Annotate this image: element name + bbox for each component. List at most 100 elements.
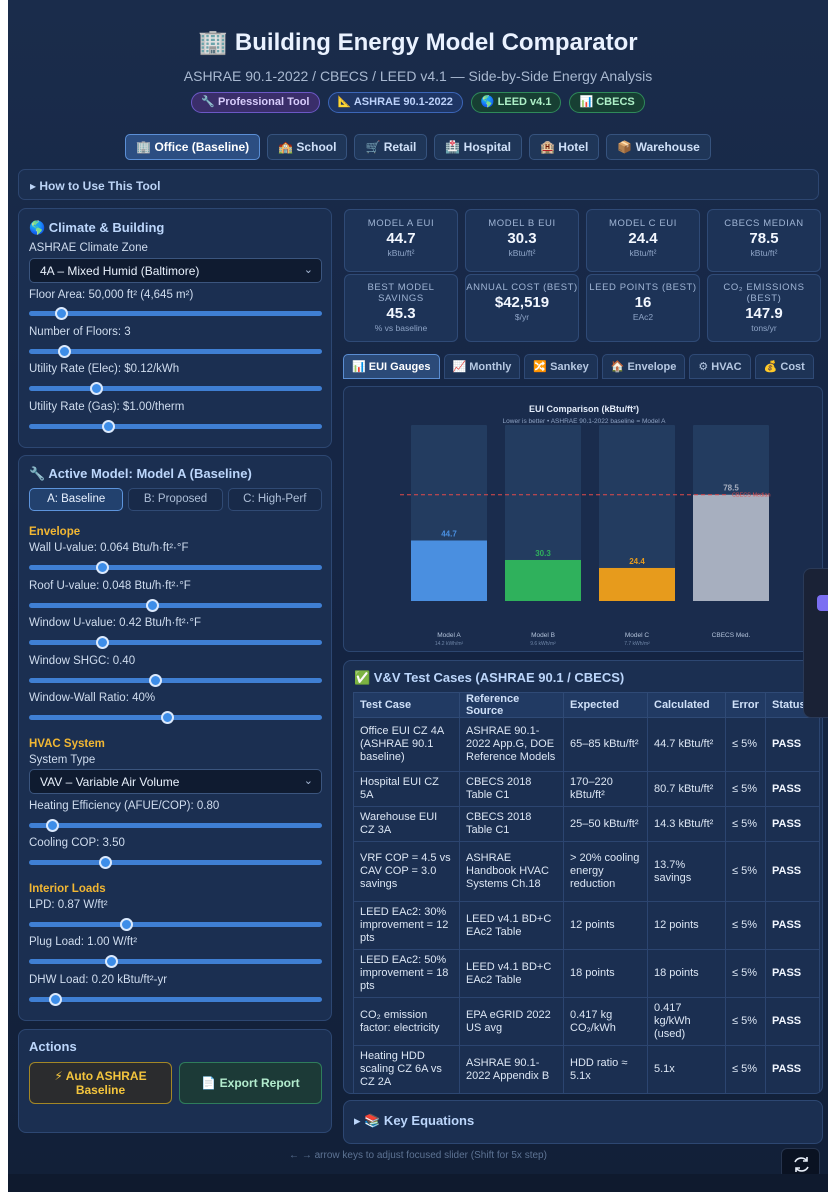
rate-elec-slider[interactable]	[29, 382, 322, 395]
how-to-use-toggle[interactable]: ▸ How to Use This Tool	[18, 169, 819, 200]
x-tick-label: Model B	[531, 632, 555, 639]
bar-value-label: 78.5	[723, 484, 739, 493]
slider-thumb[interactable]	[55, 307, 69, 320]
table-cell: 5.1x	[647, 1045, 726, 1093]
slider-thumb[interactable]	[99, 856, 113, 869]
badge-leed: 🌎 LEED v4.1	[470, 92, 562, 113]
table-cell: LEED v4.1 BD+C EAc2 Table	[459, 901, 564, 950]
climate-zone-select[interactable]: 4A – Mixed Humid (Baltimore) ⌄	[29, 258, 322, 283]
slider-thumb[interactable]	[119, 918, 133, 931]
dhw-load-label: DHW Load: 0.20 kBtu/ft²-yr	[29, 974, 168, 986]
table-cell: 18 points	[563, 949, 648, 998]
lpd-label: LPD: 0.87 W/ft²	[29, 899, 108, 911]
tab-office[interactable]: 🏢 Office (Baseline)	[125, 134, 261, 160]
heating-eff-slider[interactable]	[29, 819, 322, 832]
dhw-load-slider[interactable]	[29, 993, 322, 1006]
tab-monthly[interactable]: 📈 Monthly	[443, 354, 521, 379]
badge-professional-tool: 🔧 Professional Tool	[191, 92, 320, 113]
slider-thumb[interactable]	[58, 345, 72, 358]
slider-thumb[interactable]	[96, 561, 110, 574]
kpi-value: 30.3	[507, 230, 537, 247]
slider-thumb[interactable]	[146, 599, 160, 612]
table-cell: 65–85 kBtu/ft²	[563, 717, 648, 772]
slider-thumb[interactable]	[105, 955, 119, 968]
tab-hospital[interactable]: 🏥 Hospital	[434, 134, 523, 160]
slider-thumb[interactable]	[46, 819, 60, 832]
climate-zone-label: ASHRAE Climate Zone	[29, 242, 148, 254]
bar-value-label: 24.4	[629, 557, 645, 566]
wwr-label: Window-Wall Ratio: 40%	[29, 692, 156, 704]
table-row: CO₂ emission factor: electricity EPA eGRI…	[353, 997, 820, 1046]
col-error: Error	[725, 692, 766, 718]
slider-thumb[interactable]	[49, 993, 63, 1006]
kpi-label: CO₂ EMISSIONS (BEST)	[723, 282, 805, 304]
table-row: VRF COP = 4.5 vs CAV COP = 3.0 savings AS…	[353, 841, 820, 902]
kpi-value: 16	[634, 294, 652, 311]
shgc-slider[interactable]	[29, 674, 322, 687]
table-cell: 0.417 kg/kWh (used)	[647, 997, 726, 1046]
tab-envelope[interactable]: 🏠 Envelope	[601, 354, 686, 379]
slider-thumb[interactable]	[148, 674, 162, 687]
plug-load-label: Plug Load: 1.00 W/ft²	[29, 936, 138, 948]
cooling-cop-slider[interactable]	[29, 856, 322, 869]
tab-sankey[interactable]: 🔀 Sankey	[524, 354, 598, 379]
roof-u-slider[interactable]	[29, 599, 322, 612]
key-equations-toggle[interactable]: ▸ 📚 Key Equations	[343, 1100, 823, 1144]
wwr-slider[interactable]	[29, 711, 322, 724]
auto-baseline-button[interactable]: ⚡ Auto ASHRAE Baseline	[29, 1062, 172, 1104]
tab-retail[interactable]: 🛒 Retail	[354, 134, 428, 160]
slider-thumb[interactable]	[160, 711, 174, 724]
wall-u-slider[interactable]	[29, 561, 322, 574]
x-tick-sublabel: 14.2 kWh/m²	[435, 641, 464, 647]
badge-cbecs: 📊 CBECS	[569, 92, 645, 113]
col-test-case: Test Case	[353, 692, 460, 718]
climate-panel-heading: 🌎 Climate & Building	[29, 220, 165, 235]
tab-cost[interactable]: 💰 Cost	[754, 354, 814, 379]
slider-thumb[interactable]	[90, 382, 104, 395]
side-assistant-widget[interactable]	[803, 568, 828, 718]
model-tab-c[interactable]: C: High-Perf	[227, 488, 322, 511]
x-tick-sublabel: 7.7 kWh/m²	[624, 641, 650, 647]
kpi-unit: tons/yr	[751, 323, 777, 333]
plug-load-slider[interactable]	[29, 955, 322, 968]
x-tick-label: Model C	[625, 632, 650, 639]
status-badge: PASS	[765, 841, 820, 902]
table-row: Hospital EUI CZ 5A CBECS 2018 Table C1 170…	[353, 771, 820, 807]
status-badge: PASS	[765, 997, 820, 1046]
kpi-value: 78.5	[749, 230, 779, 247]
floor-area-slider[interactable]	[29, 307, 322, 320]
export-report-button[interactable]: 📄 Export Report	[179, 1062, 322, 1104]
floors-slider[interactable]	[29, 345, 322, 358]
kpi-model-a-eui: MODEL A EUI 44.7 kBtu/ft²	[344, 209, 458, 272]
kpi-label: LEED POINTS (BEST)	[589, 282, 697, 293]
tab-hotel[interactable]: 🏨 Hotel	[529, 134, 600, 160]
system-type-label: System Type	[29, 754, 96, 766]
status-badge: PASS	[765, 717, 820, 772]
eui-chart-panel: EUI Comparison (kBtu/ft²) Lower is bette…	[343, 386, 823, 652]
kpi-label: MODEL B EUI	[488, 218, 556, 229]
rate-gas-label: Utility Rate (Gas): $1.00/therm	[29, 401, 185, 413]
bar-background	[505, 425, 581, 601]
model-tab-a[interactable]: A: Baseline	[29, 488, 124, 511]
kpi-unit: EAc2	[632, 312, 654, 322]
table-cell: 170–220 kBtu/ft²	[563, 771, 648, 807]
table-cell: LEED EAc2: 50% improvement = 18 pts	[353, 949, 460, 998]
badge-row: 🔧 Professional Tool 📐 ASHRAE 90.1-2022 🌎…	[8, 92, 828, 113]
rate-gas-slider[interactable]	[29, 420, 322, 433]
kpi-value: 147.9	[745, 305, 783, 322]
model-tab-b[interactable]: B: Proposed	[128, 488, 223, 511]
lpd-slider[interactable]	[29, 918, 322, 931]
system-type-select[interactable]: VAV – Variable Air Volume ⌄	[29, 769, 322, 794]
tab-hvac[interactable]: ⚙ HVAC	[689, 354, 751, 379]
system-type-value: VAV – Variable Air Volume	[40, 775, 180, 789]
tab-warehouse[interactable]: 📦 Warehouse	[606, 134, 711, 160]
table-cell: Heating HDD scaling CZ 6A vs CZ 2A	[353, 1045, 460, 1093]
tab-school[interactable]: 🏫 School	[267, 134, 348, 160]
table-cell: ≤ 5%	[725, 717, 766, 772]
status-badge: PASS	[765, 771, 820, 807]
tab-eui-gauges[interactable]: 📊 EUI Gauges	[343, 354, 440, 379]
slider-thumb[interactable]	[102, 420, 116, 433]
slider-thumb[interactable]	[96, 636, 110, 649]
table-cell: HDD ratio ≈ 5.1x	[563, 1045, 648, 1093]
window-u-slider[interactable]	[29, 636, 322, 649]
